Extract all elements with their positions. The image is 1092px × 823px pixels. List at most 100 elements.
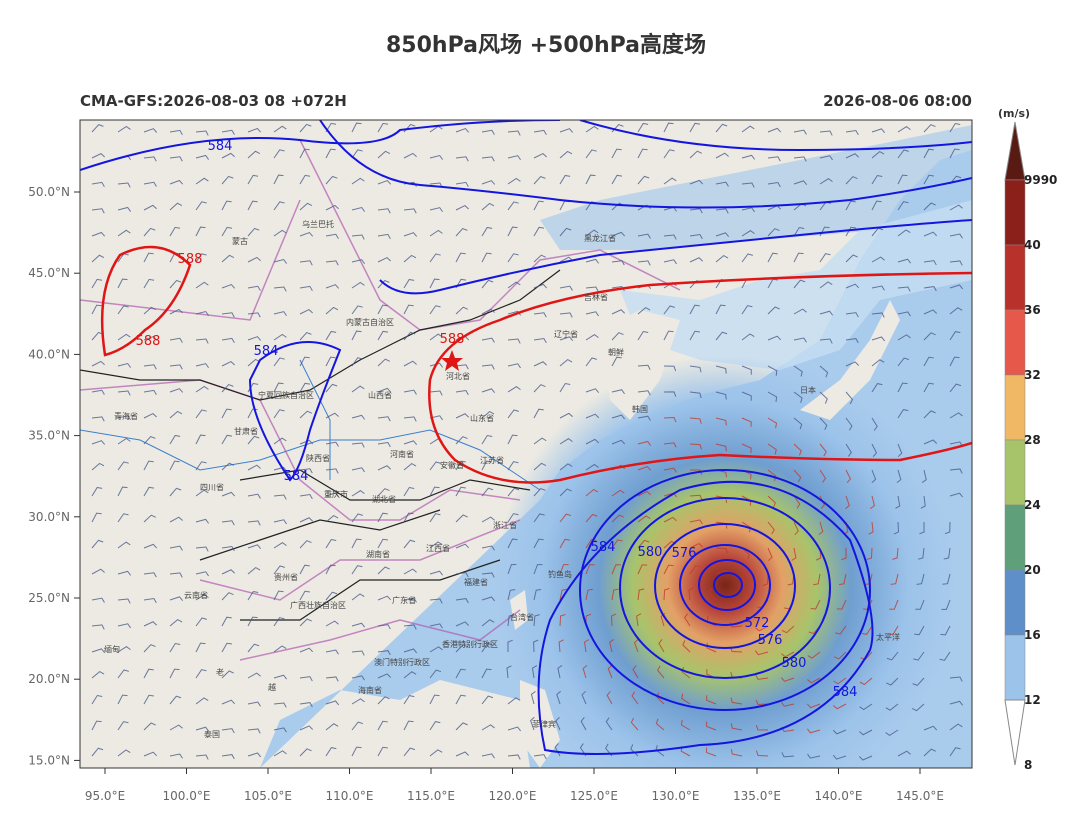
barb <box>806 703 821 709</box>
barb <box>637 390 651 396</box>
barb <box>554 743 561 757</box>
place-name: 老 <box>216 667 224 677</box>
barb <box>273 357 285 367</box>
typhoon-wind <box>495 355 955 768</box>
barb <box>273 437 287 445</box>
barb <box>637 122 649 133</box>
barb <box>481 643 493 653</box>
barb <box>897 750 911 757</box>
lat-label: 30.0°N <box>28 510 70 524</box>
barb <box>559 382 571 393</box>
barb <box>949 492 964 498</box>
contour-label: 584 <box>833 685 858 700</box>
barb <box>533 754 547 760</box>
barb <box>273 149 285 159</box>
barb <box>585 463 599 471</box>
barb <box>351 206 366 212</box>
barb <box>835 625 847 635</box>
barb <box>949 122 961 133</box>
barb <box>689 365 702 373</box>
barb <box>299 439 314 445</box>
barb <box>351 177 365 185</box>
barb <box>351 281 365 289</box>
barb <box>351 513 363 523</box>
barb <box>611 389 625 395</box>
barb <box>169 460 180 471</box>
barb <box>689 122 701 133</box>
barb <box>325 148 336 159</box>
barb <box>871 128 886 134</box>
lon-label: 115.0°E <box>407 789 455 803</box>
barb <box>663 391 677 397</box>
barb <box>611 174 623 185</box>
barb <box>325 175 338 185</box>
contour-label: 580 <box>782 656 807 671</box>
barb <box>403 208 417 214</box>
lon-label: 140.0°E <box>815 789 863 803</box>
barb <box>755 625 769 632</box>
barb <box>845 226 856 237</box>
barb <box>221 360 235 367</box>
barb <box>755 725 769 731</box>
barb <box>533 226 545 237</box>
barb <box>793 129 807 135</box>
barb <box>117 125 131 133</box>
barb <box>455 364 469 370</box>
barb <box>455 413 470 419</box>
barb <box>195 461 207 471</box>
barb <box>845 338 859 344</box>
barb <box>585 258 600 264</box>
barb <box>533 589 542 601</box>
barb <box>767 391 778 402</box>
barb <box>949 284 964 290</box>
valid-time: 2026-08-06 08:00 <box>823 92 972 110</box>
barb <box>325 356 336 367</box>
barb <box>117 513 129 523</box>
barb <box>221 670 234 679</box>
barb <box>559 538 570 549</box>
barb <box>481 545 495 551</box>
barb <box>741 253 753 263</box>
barb <box>351 650 365 656</box>
barb <box>299 410 313 419</box>
barb <box>741 154 756 160</box>
barb <box>767 335 782 341</box>
barb <box>845 361 860 367</box>
place-name: 辽宁省 <box>554 329 578 339</box>
barb <box>143 389 157 395</box>
barb <box>377 650 391 656</box>
barb <box>559 588 568 601</box>
barb <box>143 621 158 627</box>
barb <box>273 590 284 601</box>
barb <box>325 492 340 498</box>
barb <box>611 356 622 367</box>
barb <box>762 573 769 587</box>
barb <box>533 200 544 211</box>
barb <box>663 516 677 523</box>
barb <box>845 312 859 318</box>
barb <box>91 231 106 237</box>
place-name: 日本 <box>800 385 816 395</box>
barb <box>455 436 468 445</box>
barb <box>845 443 852 457</box>
barb <box>556 690 561 705</box>
barb <box>689 391 702 399</box>
barb <box>637 588 645 601</box>
barb <box>507 726 522 732</box>
barb <box>637 260 651 266</box>
barb <box>923 174 934 185</box>
barb <box>637 330 649 341</box>
barb <box>507 226 518 237</box>
lat-label: 15.0°N <box>28 753 70 767</box>
barb <box>91 278 103 289</box>
barb <box>819 338 833 344</box>
barb <box>895 495 901 509</box>
barb <box>377 122 389 133</box>
barb <box>403 568 417 575</box>
barb <box>919 521 925 535</box>
barb <box>585 388 600 393</box>
barb <box>949 412 963 419</box>
barb <box>533 384 546 393</box>
barb <box>715 417 727 426</box>
barb <box>299 725 314 731</box>
